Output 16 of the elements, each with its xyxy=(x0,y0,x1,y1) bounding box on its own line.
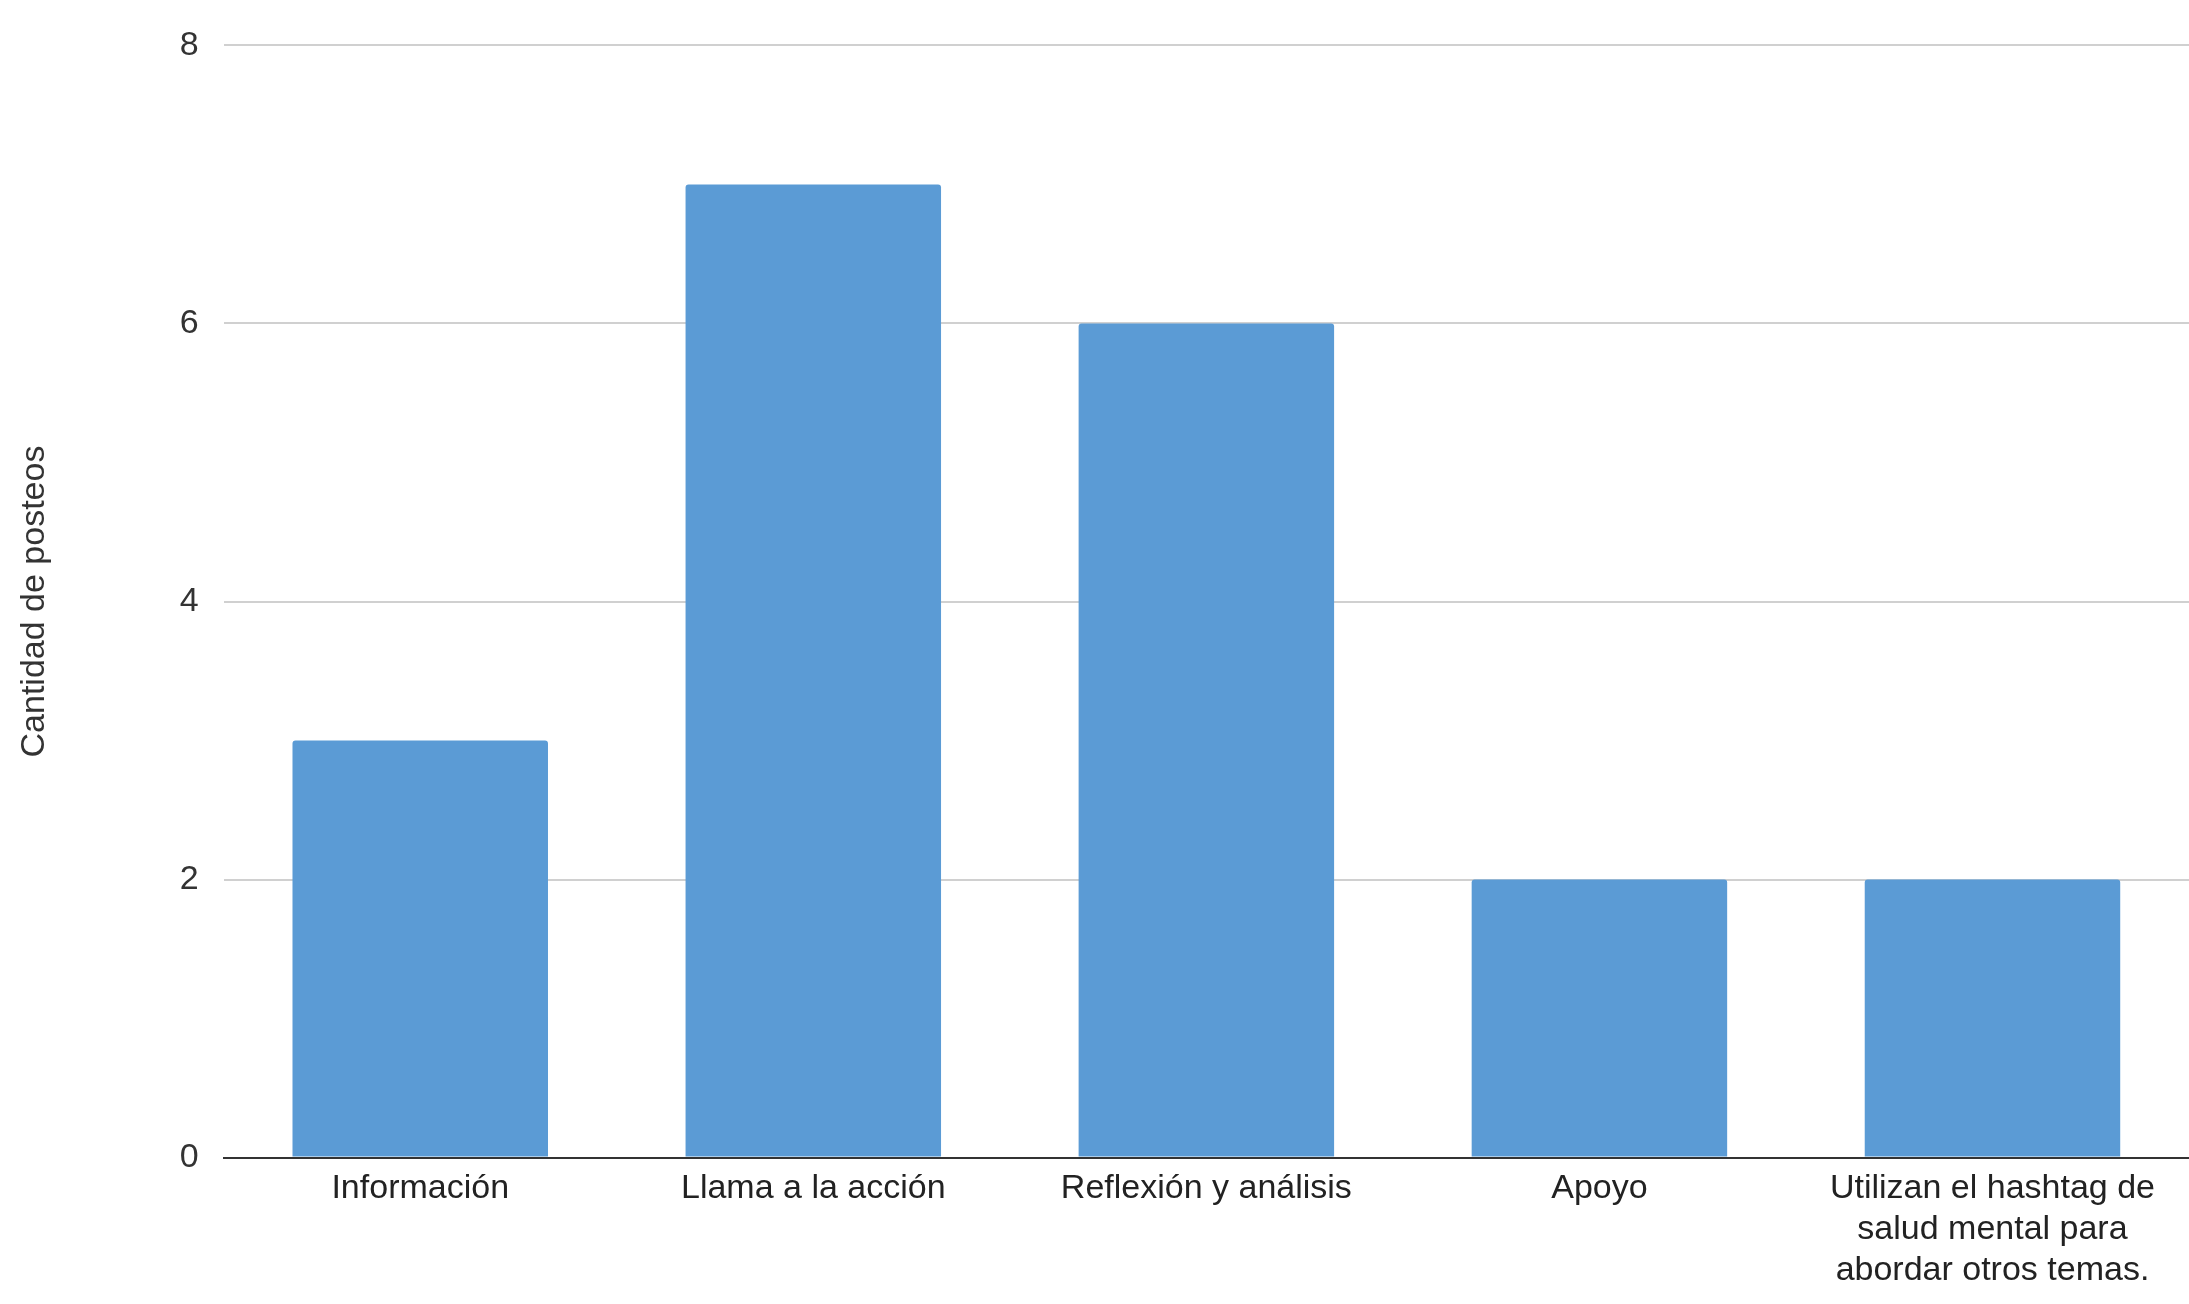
x-tick-label: Utilizan el hashtag de salud mental para abordar otros temas. xyxy=(1829,1167,2156,1287)
y-axis-title: Cantidad de posteos xyxy=(12,445,51,758)
x-tick-label: Información xyxy=(331,1167,510,1206)
y-tick-label: 2 xyxy=(179,857,199,896)
x-tick-label: Reflexión y análisis xyxy=(1060,1167,1352,1206)
bar xyxy=(1078,323,1335,1157)
y-tick-label: 8 xyxy=(179,23,199,62)
y-tick-label: 4 xyxy=(179,579,199,618)
x-tick-label: Apoyo xyxy=(1551,1167,1648,1206)
y-tick-label: 6 xyxy=(179,301,199,340)
bar xyxy=(1471,879,1728,1157)
x-tick-label: Llama a la acción xyxy=(680,1167,946,1206)
bar xyxy=(292,740,548,1157)
bar xyxy=(685,184,942,1157)
y-tick-label: 0 xyxy=(179,1135,199,1174)
bar xyxy=(1864,879,2121,1157)
